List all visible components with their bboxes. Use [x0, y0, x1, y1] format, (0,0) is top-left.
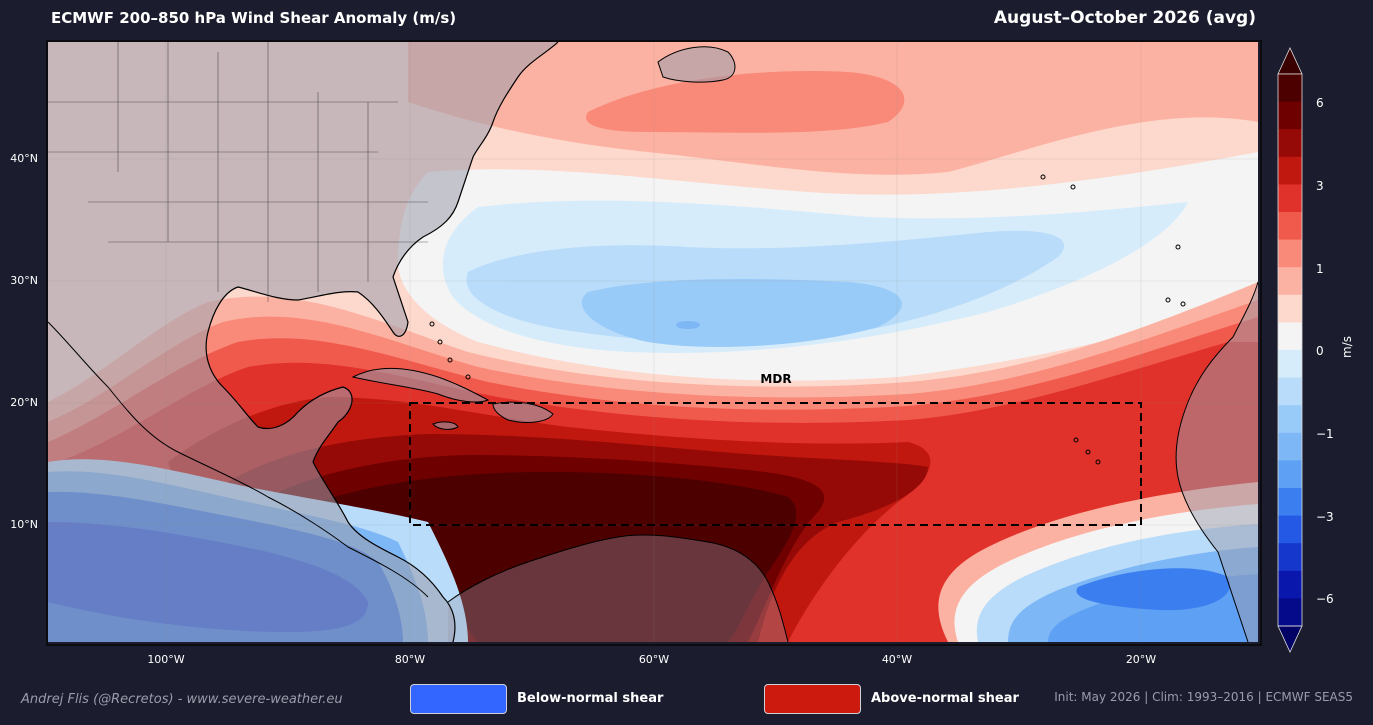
newfoundland-land — [658, 46, 735, 83]
north-america-coastline — [205, 42, 559, 642]
cape-verde-island — [1085, 449, 1091, 455]
lon-label-40w: 40°W — [881, 653, 913, 666]
colorbar-tick-minus1: −1 — [1316, 427, 1334, 441]
above-normal-core — [317, 472, 797, 642]
lon-label-20w: 20°W — [1125, 653, 1157, 666]
colorbar-unit: m/s — [1339, 336, 1354, 358]
above-normal-swatch — [764, 684, 861, 714]
colorbar-tick-0: 0 — [1316, 344, 1324, 358]
colorbar-tick-6: 6 — [1316, 96, 1324, 110]
lat-label-20n: 20°N — [10, 396, 38, 409]
below-normal-swatch — [410, 684, 507, 714]
colorbar-border — [1277, 73, 1303, 627]
colorbar-block — [1278, 212, 1302, 241]
colorbar-block — [1278, 350, 1302, 379]
azores-island — [1040, 174, 1046, 180]
south-america-land — [448, 534, 788, 642]
below-normal-label: Below-normal shear — [517, 691, 664, 706]
colorbar-extend-top — [1277, 47, 1303, 75]
colorbar-block — [1278, 405, 1302, 434]
colorbar-block — [1278, 598, 1302, 627]
colorbar-block — [1278, 377, 1302, 406]
model-info: Init: May 2026 | Clim: 1993–2016 | ECMWF… — [1054, 690, 1353, 704]
below-normal-core — [581, 279, 902, 347]
period-title: August–October 2026 (avg) — [993, 8, 1256, 28]
canary-island — [1165, 297, 1171, 303]
newfoundland-coastline — [657, 46, 736, 83]
colorbar-block — [1278, 322, 1302, 351]
colorbar-block — [1278, 460, 1302, 489]
colorbar-block — [1278, 267, 1302, 296]
colorbar-block — [1278, 74, 1302, 103]
lat-label-40n: 40°N — [10, 152, 38, 165]
anomaly-core-north — [586, 71, 905, 133]
colorbar-block — [1278, 129, 1302, 158]
bahamas-island — [447, 357, 453, 363]
lon-label-100w: 100°W — [147, 653, 185, 666]
cuba-island — [351, 367, 490, 403]
east-atlantic-core — [1076, 568, 1230, 611]
colorbar-tick-1: 1 — [1316, 262, 1324, 276]
shear-anomaly-map: MDR — [48, 42, 1258, 642]
lon-label-80w: 80°W — [394, 653, 426, 666]
colorbar-block — [1278, 156, 1302, 185]
lat-label-10n: 10°N — [10, 518, 38, 531]
colorbar-block — [1278, 101, 1302, 130]
hispaniola-island — [492, 401, 554, 423]
south-america-coastline — [447, 534, 789, 642]
colorbar-block — [1278, 184, 1302, 213]
colorbar-block — [1278, 515, 1302, 544]
africa-land — [1176, 282, 1258, 642]
cape-verde-island — [1095, 459, 1101, 465]
madeira-island — [1175, 244, 1181, 250]
colorbar-block — [1278, 239, 1302, 268]
jamaica-island — [432, 421, 459, 430]
lon-label-60w: 60°W — [638, 653, 670, 666]
pacific-coastline — [48, 321, 429, 598]
map-title: ECMWF 200–850 hPa Wind Shear Anomaly (m/… — [51, 9, 457, 27]
mdr-region-box — [409, 402, 1142, 526]
state-borders — [48, 42, 428, 302]
below-normal-spot — [676, 321, 700, 329]
cape-verde-island — [1073, 437, 1079, 443]
colorbar-block — [1278, 543, 1302, 572]
author-credit: Andrej Flis (@Recretos) - www.severe-wea… — [21, 692, 343, 707]
colorbar-extend-bottom — [1277, 625, 1303, 653]
colorbar-tick-3: 3 — [1316, 179, 1324, 193]
canary-island — [1180, 301, 1186, 307]
lat-label-30n: 30°N — [10, 274, 38, 287]
colorbar-block — [1278, 294, 1302, 323]
bahamas-island — [429, 321, 435, 327]
bahamas-island — [437, 339, 443, 345]
colorbar-tick-minus3: −3 — [1316, 510, 1334, 524]
colorbar-tick-minus6: −6 — [1316, 592, 1334, 606]
above-normal-label: Above-normal shear — [871, 691, 1019, 706]
mdr-label: MDR — [760, 372, 791, 386]
colorbar-block — [1278, 432, 1302, 461]
colorbar — [1277, 47, 1303, 653]
colorbar-block — [1278, 488, 1302, 517]
north-america-land — [48, 42, 558, 642]
azores-island — [1070, 184, 1076, 190]
colorbar-block — [1278, 570, 1302, 599]
africa-coastline — [1175, 281, 1258, 642]
bahamas-island — [465, 374, 471, 380]
